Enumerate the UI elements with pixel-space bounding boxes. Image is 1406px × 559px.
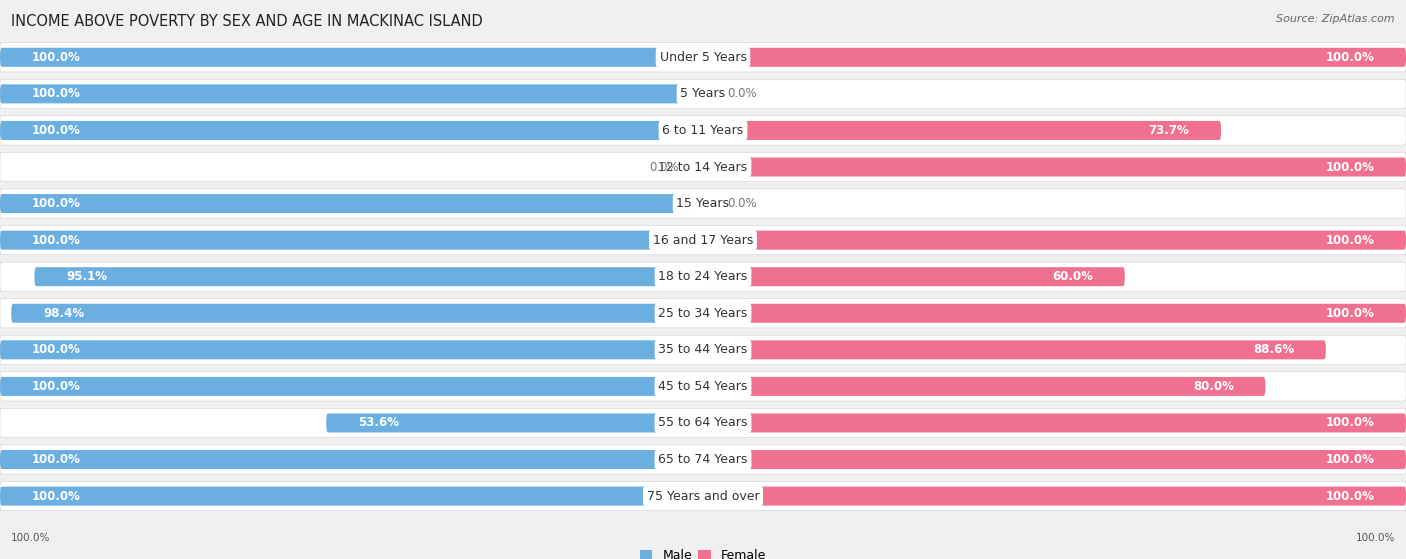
FancyBboxPatch shape — [0, 121, 703, 140]
Text: Under 5 Years: Under 5 Years — [659, 51, 747, 64]
FancyBboxPatch shape — [0, 48, 703, 67]
FancyBboxPatch shape — [703, 377, 1265, 396]
Text: 75 Years and over: 75 Years and over — [647, 490, 759, 503]
Text: 100.0%: 100.0% — [31, 197, 80, 210]
Text: 53.6%: 53.6% — [357, 416, 399, 429]
FancyBboxPatch shape — [11, 304, 703, 323]
FancyBboxPatch shape — [703, 450, 1406, 469]
Text: 35 to 44 Years: 35 to 44 Years — [658, 343, 748, 356]
Text: 0.0%: 0.0% — [728, 197, 758, 210]
FancyBboxPatch shape — [0, 84, 703, 103]
Text: 73.7%: 73.7% — [1149, 124, 1189, 137]
Text: 25 to 34 Years: 25 to 34 Years — [658, 307, 748, 320]
FancyBboxPatch shape — [35, 267, 703, 286]
FancyBboxPatch shape — [0, 450, 703, 469]
Text: 100.0%: 100.0% — [31, 343, 80, 356]
Text: 100.0%: 100.0% — [31, 87, 80, 101]
FancyBboxPatch shape — [0, 225, 1406, 255]
FancyBboxPatch shape — [703, 414, 1406, 433]
Text: 100.0%: 100.0% — [1326, 490, 1375, 503]
Text: 100.0%: 100.0% — [31, 380, 80, 393]
Text: 100.0%: 100.0% — [1326, 160, 1375, 173]
FancyBboxPatch shape — [0, 153, 1406, 182]
Text: 0.0%: 0.0% — [728, 87, 758, 101]
Legend: Male, Female: Male, Female — [636, 544, 770, 559]
FancyBboxPatch shape — [703, 48, 1406, 67]
FancyBboxPatch shape — [0, 116, 1406, 145]
FancyBboxPatch shape — [326, 414, 703, 433]
FancyBboxPatch shape — [703, 267, 1125, 286]
Text: 100.0%: 100.0% — [31, 234, 80, 247]
Text: 45 to 54 Years: 45 to 54 Years — [658, 380, 748, 393]
FancyBboxPatch shape — [0, 79, 1406, 108]
Text: 55 to 64 Years: 55 to 64 Years — [658, 416, 748, 429]
Text: 60.0%: 60.0% — [1052, 270, 1094, 283]
FancyBboxPatch shape — [0, 372, 1406, 401]
Text: 100.0%: 100.0% — [1326, 416, 1375, 429]
Text: 88.6%: 88.6% — [1253, 343, 1294, 356]
FancyBboxPatch shape — [703, 304, 1406, 323]
Text: 100.0%: 100.0% — [31, 490, 80, 503]
Text: 100.0%: 100.0% — [11, 533, 51, 543]
Text: 65 to 74 Years: 65 to 74 Years — [658, 453, 748, 466]
FancyBboxPatch shape — [0, 194, 703, 213]
Text: 15 Years: 15 Years — [676, 197, 730, 210]
Text: 98.4%: 98.4% — [42, 307, 84, 320]
FancyBboxPatch shape — [0, 335, 1406, 364]
Text: 5 Years: 5 Years — [681, 87, 725, 101]
Text: 100.0%: 100.0% — [1326, 453, 1375, 466]
FancyBboxPatch shape — [0, 486, 703, 505]
FancyBboxPatch shape — [703, 158, 1406, 177]
FancyBboxPatch shape — [0, 299, 1406, 328]
FancyBboxPatch shape — [0, 231, 703, 250]
FancyBboxPatch shape — [0, 377, 703, 396]
FancyBboxPatch shape — [0, 481, 1406, 511]
Text: INCOME ABOVE POVERTY BY SEX AND AGE IN MACKINAC ISLAND: INCOME ABOVE POVERTY BY SEX AND AGE IN M… — [11, 14, 484, 29]
FancyBboxPatch shape — [0, 408, 1406, 438]
FancyBboxPatch shape — [0, 445, 1406, 474]
Text: 0.0%: 0.0% — [648, 160, 678, 173]
Text: 100.0%: 100.0% — [1326, 307, 1375, 320]
FancyBboxPatch shape — [0, 340, 703, 359]
Text: 95.1%: 95.1% — [66, 270, 107, 283]
FancyBboxPatch shape — [0, 42, 1406, 72]
Text: 6 to 11 Years: 6 to 11 Years — [662, 124, 744, 137]
FancyBboxPatch shape — [703, 486, 1406, 505]
Text: 100.0%: 100.0% — [1355, 533, 1395, 543]
FancyBboxPatch shape — [703, 231, 1406, 250]
Text: Source: ZipAtlas.com: Source: ZipAtlas.com — [1277, 14, 1395, 24]
FancyBboxPatch shape — [703, 121, 1220, 140]
Text: 100.0%: 100.0% — [1326, 51, 1375, 64]
Text: 100.0%: 100.0% — [31, 124, 80, 137]
FancyBboxPatch shape — [703, 340, 1326, 359]
Text: 80.0%: 80.0% — [1192, 380, 1234, 393]
Text: 100.0%: 100.0% — [1326, 234, 1375, 247]
Text: 12 to 14 Years: 12 to 14 Years — [658, 160, 748, 173]
Text: 16 and 17 Years: 16 and 17 Years — [652, 234, 754, 247]
Text: 100.0%: 100.0% — [31, 51, 80, 64]
Text: 18 to 24 Years: 18 to 24 Years — [658, 270, 748, 283]
FancyBboxPatch shape — [0, 262, 1406, 291]
FancyBboxPatch shape — [0, 189, 1406, 218]
Text: 100.0%: 100.0% — [31, 453, 80, 466]
